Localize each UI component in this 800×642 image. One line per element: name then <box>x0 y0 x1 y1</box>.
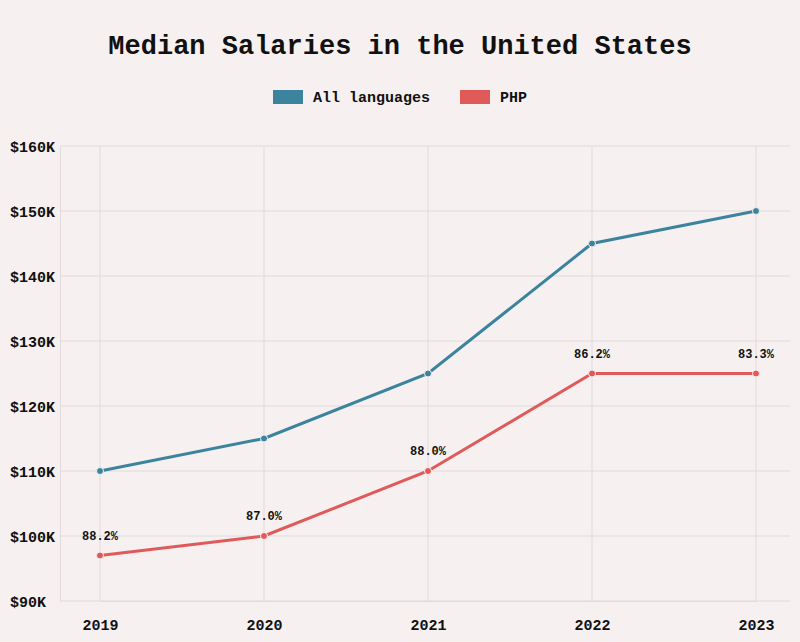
annotation: 83.3% <box>738 348 775 362</box>
series-point <box>97 552 104 559</box>
grid-line-y <box>60 601 790 602</box>
x-axis: 2019 2020 2021 2022 2023 <box>82 601 774 635</box>
y-tick-label: $110K <box>10 465 55 482</box>
grid-line-y <box>60 536 790 537</box>
annotation: 87.0% <box>246 510 283 524</box>
y-tick-label: $100K <box>10 530 55 547</box>
y-tick: $120K <box>10 400 60 417</box>
grid-line-y <box>60 406 790 407</box>
y-axis: $90K $100K $110K $120K $130K $140K $150K $160K <box>10 140 61 612</box>
series-point <box>97 468 104 475</box>
annotation: 88.2% <box>82 530 119 544</box>
x-tick: 2020 <box>246 601 282 635</box>
y-tick: $150K <box>10 205 60 222</box>
y-tick: $140K <box>10 270 60 287</box>
x-tick-label: 2021 <box>410 618 446 635</box>
chart: Median Salaries in the United States $90K… <box>0 0 800 642</box>
series-line <box>100 374 756 556</box>
series-point <box>425 370 432 377</box>
grid <box>60 146 790 601</box>
grid-line-y <box>60 211 790 212</box>
x-tick: 2021 <box>410 601 446 635</box>
legend-swatch <box>460 90 490 104</box>
y-tick-label: $90K <box>10 595 46 612</box>
x-axis-line <box>101 601 757 602</box>
series-point <box>261 533 268 540</box>
y-tick: $160K <box>10 140 60 157</box>
marks <box>97 208 760 560</box>
y-tick: $100K <box>10 530 60 547</box>
y-tick-label: $140K <box>10 270 55 287</box>
x-tick: 2023 <box>738 601 774 635</box>
series-line <box>100 211 756 471</box>
y-tick: $130K <box>10 335 60 352</box>
legend-label: All languages <box>313 90 430 107</box>
x-tick-label: 2019 <box>82 618 118 635</box>
x-tick: 2022 <box>574 601 610 635</box>
annotations: 88.2% 87.0% 88.0% 86.2% 83.3% <box>82 348 775 544</box>
grid-line-y <box>60 146 790 147</box>
series-point <box>589 370 596 377</box>
background <box>0 0 800 642</box>
annotation: 88.0% <box>410 445 447 459</box>
annotation: 86.2% <box>574 348 611 362</box>
legend-swatch <box>273 90 303 104</box>
y-tick-label: $150K <box>10 205 55 222</box>
x-tick-label: 2020 <box>246 618 282 635</box>
series-point <box>425 468 432 475</box>
y-tick-label: $130K <box>10 335 55 352</box>
y-tick-label: $120K <box>10 400 55 417</box>
series-point <box>589 240 596 247</box>
series-point <box>753 370 760 377</box>
y-tick-label: $160K <box>10 140 55 157</box>
title: Median Salaries in the United States <box>108 32 691 62</box>
y-tick: $110K <box>10 465 60 482</box>
series-point <box>261 435 268 442</box>
x-tick-label: 2023 <box>738 618 774 635</box>
y-tick: $90K <box>10 595 60 612</box>
y-axis-line <box>60 147 61 602</box>
x-tick-label: 2022 <box>574 618 610 635</box>
legend: All languages PHP <box>273 90 527 107</box>
legend-label: PHP <box>500 90 527 107</box>
grid-line-y <box>60 276 790 277</box>
x-tick: 2019 <box>82 601 118 635</box>
grid-line-y <box>60 341 790 342</box>
series-point <box>753 208 760 215</box>
